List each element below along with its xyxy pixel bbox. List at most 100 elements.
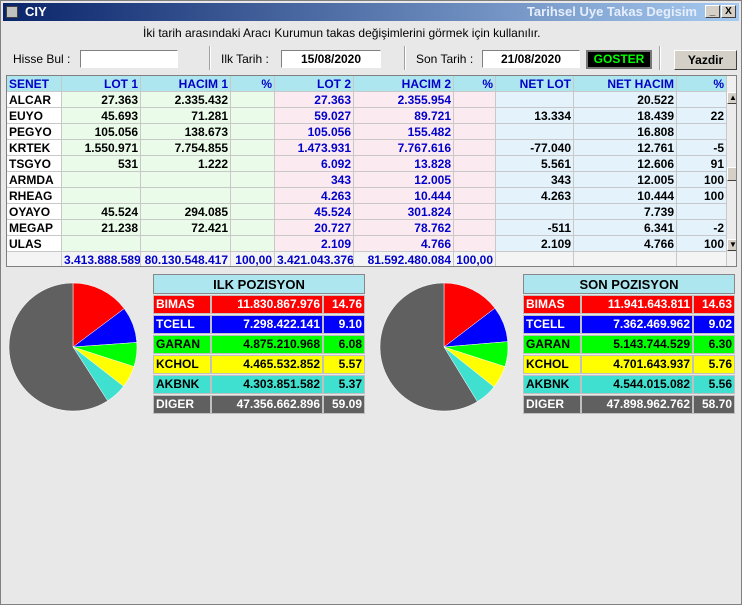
table-cell bbox=[62, 236, 141, 252]
table-row-symbol[interactable]: OYAYO bbox=[7, 204, 62, 220]
table-cell bbox=[231, 236, 275, 252]
table-row-symbol[interactable]: MEGAP bbox=[7, 220, 62, 236]
column-header-net-lot[interactable]: NET LOT bbox=[496, 76, 574, 92]
scroll-down-icon[interactable]: ▼ bbox=[727, 239, 736, 251]
total-cell: 80.130.548.417 bbox=[141, 252, 231, 266]
position-value: 47.356.662.896 bbox=[211, 395, 323, 414]
table-cell: 10.444 bbox=[354, 188, 454, 204]
table-cell bbox=[231, 188, 275, 204]
column-header-net-hacim[interactable]: NET HACIM bbox=[574, 76, 677, 92]
table-cell bbox=[496, 124, 574, 140]
minimize-button[interactable]: _ bbox=[705, 5, 720, 18]
son-tarih-field[interactable]: 21/08/2020 bbox=[482, 50, 580, 68]
pie-slice-diger bbox=[8, 282, 109, 412]
ilk-tarih-field[interactable]: 15/08/2020 bbox=[281, 50, 381, 68]
table-cell: 2.355.954 bbox=[354, 92, 454, 108]
ilk-pozisyon-pie-chart bbox=[8, 282, 138, 412]
total-cell: 3.421.043.376 bbox=[275, 252, 354, 267]
column-header-lot2[interactable]: LOT 2 bbox=[275, 76, 354, 92]
position-percent: 14.63 bbox=[693, 295, 735, 314]
table-row-symbol[interactable]: ALCAR bbox=[7, 92, 62, 108]
ilk-pozisyon-title: ILK POZISYON bbox=[153, 274, 365, 294]
table-cell: 16.808 bbox=[574, 124, 677, 140]
table-row-symbol[interactable]: KRTEK bbox=[7, 140, 62, 156]
column-header-pct2[interactable]: % bbox=[454, 76, 496, 92]
goster-button[interactable]: GOSTER bbox=[586, 50, 652, 69]
table-row-symbol[interactable]: TSGYO bbox=[7, 156, 62, 172]
table-cell: 10.444 bbox=[574, 188, 677, 204]
scroll-thumb[interactable] bbox=[727, 167, 736, 181]
table-cell bbox=[496, 92, 574, 108]
position-row: KCHOL 4.701.643.937 5.76 bbox=[523, 355, 735, 374]
position-symbol: DIGER bbox=[153, 395, 211, 414]
table-cell: 4.766 bbox=[574, 236, 677, 252]
position-symbol: BIMAS bbox=[523, 295, 581, 314]
position-symbol: BIMAS bbox=[153, 295, 211, 314]
table-cell bbox=[496, 204, 574, 220]
position-symbol: TCELL bbox=[153, 315, 211, 334]
table-cell bbox=[62, 172, 141, 188]
position-percent: 5.57 bbox=[323, 355, 365, 374]
table-cell: 12.606 bbox=[574, 156, 677, 172]
table-cell: -5 bbox=[677, 140, 727, 156]
total-cell bbox=[496, 252, 574, 266]
position-percent: 5.76 bbox=[693, 355, 735, 374]
table-cell: 7.767.616 bbox=[354, 140, 454, 156]
table-cell: 45.524 bbox=[275, 204, 354, 220]
divider bbox=[659, 46, 661, 70]
column-header-lot1[interactable]: LOT 1 bbox=[62, 76, 141, 92]
close-button[interactable]: X bbox=[721, 5, 736, 18]
column-header-net-pct[interactable]: % bbox=[677, 76, 727, 92]
position-percent: 14.76 bbox=[323, 295, 365, 314]
column-header-senet[interactable]: SENET bbox=[7, 76, 62, 92]
table-cell bbox=[231, 172, 275, 188]
table-row-symbol[interactable]: PEGYO bbox=[7, 124, 62, 140]
scroll-up-icon[interactable]: ▲ bbox=[727, 92, 736, 104]
table-cell bbox=[231, 108, 275, 124]
table-cell bbox=[454, 236, 496, 252]
hisse-label: Hisse Bul : bbox=[13, 52, 71, 66]
position-row: GARAN 5.143.744.529 6.30 bbox=[523, 335, 735, 354]
table-cell bbox=[231, 204, 275, 220]
position-percent: 5.56 bbox=[693, 375, 735, 394]
position-row: AKBNK 4.303.851.582 5.37 bbox=[153, 375, 365, 394]
position-value: 7.298.422.141 bbox=[211, 315, 323, 334]
takas-table[interactable]: ▲ ▼ SENET LOT 1 HACIM 1% LOT 2 HACIM 2% NET L… bbox=[6, 75, 737, 267]
table-cell bbox=[141, 172, 231, 188]
table-cell bbox=[62, 188, 141, 204]
table-cell: 21.238 bbox=[62, 220, 141, 236]
position-row: TCELL 7.298.422.141 9.10 bbox=[153, 315, 365, 334]
table-cell: 12.005 bbox=[354, 172, 454, 188]
table-row-symbol[interactable]: EUYO bbox=[7, 108, 62, 124]
position-row: KCHOL 4.465.532.852 5.57 bbox=[153, 355, 365, 374]
position-value: 11.830.867.976 bbox=[211, 295, 323, 314]
table-cell: 7.754.855 bbox=[141, 140, 231, 156]
position-percent: 59.09 bbox=[323, 395, 365, 414]
table-cell bbox=[141, 236, 231, 252]
son-tarih-label: Son Tarih : bbox=[416, 52, 474, 66]
total-cell bbox=[7, 252, 62, 266]
table-cell: 138.673 bbox=[141, 124, 231, 140]
position-row: BIMAS 11.941.643.811 14.63 bbox=[523, 295, 735, 314]
vertical-scrollbar[interactable]: ▲ ▼ bbox=[726, 92, 736, 252]
position-row: AKBNK 4.544.015.082 5.56 bbox=[523, 375, 735, 394]
column-header-hacim1[interactable]: HACIM 1 bbox=[141, 76, 231, 92]
table-row-symbol[interactable]: RHEAG bbox=[7, 188, 62, 204]
column-header-hacim2[interactable]: HACIM 2 bbox=[354, 76, 454, 92]
position-row: GARAN 4.875.210.968 6.08 bbox=[153, 335, 365, 354]
table-cell: 155.482 bbox=[354, 124, 454, 140]
table-cell: 27.363 bbox=[62, 92, 141, 108]
hisse-search-input[interactable] bbox=[80, 50, 178, 68]
position-percent: 58.70 bbox=[693, 395, 735, 414]
position-percent: 6.30 bbox=[693, 335, 735, 354]
table-row-symbol[interactable]: ARMDA bbox=[7, 172, 62, 188]
table-row-symbol[interactable]: ULAS bbox=[7, 236, 62, 252]
table-cell: 294.085 bbox=[141, 204, 231, 220]
table-cell: 20.727 bbox=[275, 220, 354, 236]
column-header-pct1[interactable]: % bbox=[231, 76, 275, 92]
table-cell: 12.005 bbox=[574, 172, 677, 188]
yazdir-button[interactable]: Yazdir bbox=[674, 50, 737, 70]
window-caption: Tarihsel Uye Takas Degisim bbox=[526, 4, 697, 19]
table-cell bbox=[454, 92, 496, 108]
